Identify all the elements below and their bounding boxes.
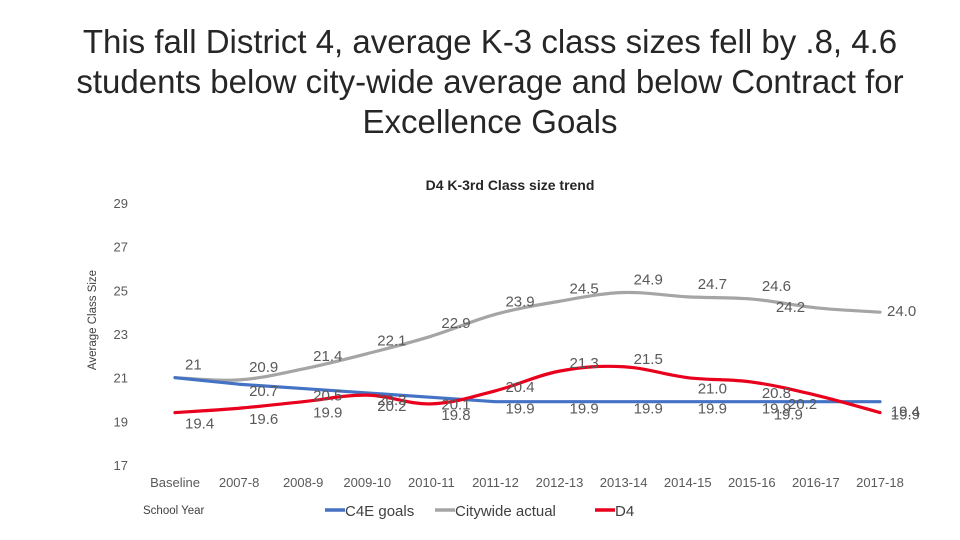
data-label-d4: 19.4 bbox=[185, 416, 214, 433]
series-line-citywide-actual bbox=[173, 290, 882, 382]
y-tick-label: 29 bbox=[114, 196, 128, 211]
x-axis-label: School Year bbox=[143, 505, 205, 517]
data-label-citywide-actual: 21 bbox=[185, 357, 202, 374]
y-tick-label: 21 bbox=[114, 371, 128, 386]
data-label-citywide-actual: 24.2 bbox=[776, 299, 805, 316]
data-label-d4: 20.2 bbox=[377, 398, 406, 415]
data-label-citywide-actual: 22.9 bbox=[441, 315, 470, 332]
x-tick-label: 2012-13 bbox=[536, 475, 584, 490]
data-label-citywide-actual: 21.4 bbox=[313, 348, 342, 365]
legend-label-citywide-actual: Citywide actual bbox=[455, 503, 556, 520]
y-tick-label: 19 bbox=[114, 414, 128, 429]
y-tick-label: 27 bbox=[114, 240, 128, 255]
data-label-d4: 20.8 bbox=[762, 385, 791, 402]
data-label-citywide-actual: 24.5 bbox=[570, 280, 599, 297]
x-tick-label: 2014-15 bbox=[664, 475, 712, 490]
data-label-c4e-goals: 19.9 bbox=[698, 401, 727, 418]
data-label-c4e-goals: 19.9 bbox=[774, 407, 803, 424]
x-tick-label: 2008-9 bbox=[283, 475, 323, 490]
data-label-citywide-actual: 24.6 bbox=[762, 278, 791, 295]
x-tick-label: 2015-16 bbox=[728, 475, 776, 490]
chart-title: D4 K-3rd Class size trend bbox=[426, 177, 595, 193]
data-label-d4: 19.6 bbox=[249, 411, 278, 428]
data-label-c4e-goals: 20.3 bbox=[377, 392, 406, 409]
data-label-d4: 19.4 bbox=[891, 404, 920, 421]
y-tick-label: 17 bbox=[114, 458, 128, 473]
y-tick-label: 23 bbox=[114, 327, 128, 342]
data-label-c4e-goals: 20.1 bbox=[441, 396, 470, 413]
data-label-citywide-actual: 24.7 bbox=[698, 276, 727, 293]
data-label-d4: 21.0 bbox=[698, 381, 727, 398]
y-tick-label: 25 bbox=[114, 283, 128, 298]
data-label-c4e-goals: 19.9 bbox=[570, 401, 599, 418]
data-label-c4e-goals: 20.7 bbox=[249, 383, 278, 400]
data-label-d4: 20.4 bbox=[505, 379, 534, 396]
data-label-citywide-actual: 22.1 bbox=[377, 333, 406, 350]
data-label-c4e-goals: 19.9 bbox=[891, 407, 920, 424]
data-label-citywide-actual: 24.0 bbox=[887, 303, 916, 320]
slide-title: This fall District 4, average K-3 class … bbox=[76, 23, 904, 140]
x-tick-label: 2011-12 bbox=[472, 475, 519, 490]
data-label-c4e-goals: 19.9 bbox=[762, 401, 791, 418]
data-label-d4: 21.3 bbox=[570, 355, 599, 372]
x-tick-label: 2007-8 bbox=[219, 475, 259, 490]
x-tick-label: 2013-14 bbox=[600, 475, 648, 490]
legend-label-d4: D4 bbox=[615, 503, 634, 520]
series-line-d4 bbox=[173, 364, 882, 415]
x-tick-label: 2009-10 bbox=[343, 475, 391, 490]
data-label-d4: 20.2 bbox=[788, 396, 817, 413]
y-axis-label: Average Class Size bbox=[87, 270, 99, 370]
legend-label-c4e-goals: C4E goals bbox=[345, 503, 414, 520]
data-label-citywide-actual: 23.9 bbox=[505, 293, 534, 310]
data-label-d4: 19.9 bbox=[313, 405, 342, 422]
data-label-c4e-goals: 19.9 bbox=[634, 401, 663, 418]
data-label-c4e-goals: 19.9 bbox=[505, 401, 534, 418]
series-line-c4e-goals bbox=[173, 376, 882, 404]
data-label-d4: 21.5 bbox=[634, 351, 663, 368]
data-label-c4e-goals: 20.5 bbox=[313, 388, 342, 405]
data-label-d4: 19.8 bbox=[441, 407, 470, 424]
x-tick-label: 2010-11 bbox=[408, 475, 455, 490]
data-label-citywide-actual: 24.9 bbox=[634, 272, 663, 289]
data-label-citywide-actual: 20.9 bbox=[249, 359, 278, 376]
x-tick-label: 2016-17 bbox=[792, 475, 840, 490]
x-tick-label: 2017-18 bbox=[856, 475, 904, 490]
x-tick-label: Baseline bbox=[150, 475, 200, 490]
